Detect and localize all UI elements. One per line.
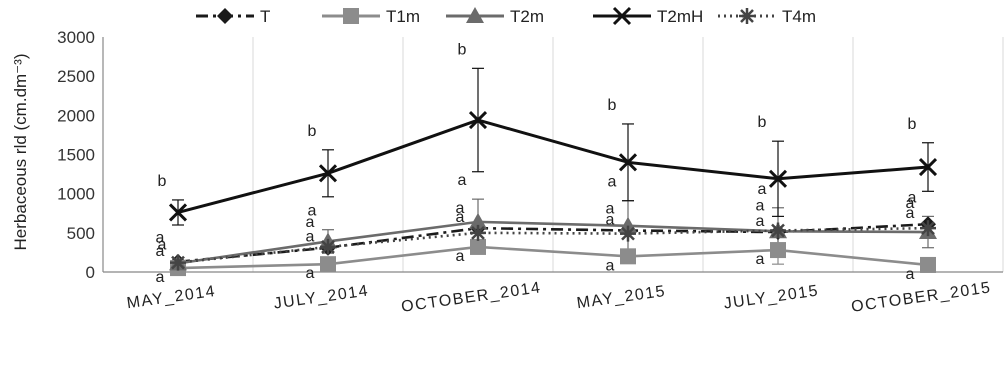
significance-label: a — [156, 243, 165, 260]
marker-square — [470, 238, 486, 255]
significance-label: a — [306, 229, 315, 246]
y-axis-label: Herbaceous rld (cm.dm⁻³) — [11, 54, 30, 251]
significance-label: b — [158, 173, 167, 190]
y-tick-label: 1500 — [57, 146, 95, 165]
y-tick-label: 0 — [86, 263, 95, 282]
significance-label: a — [306, 214, 315, 231]
series-markers — [168, 110, 938, 277]
significance-label: a — [156, 230, 165, 247]
significance-label: a — [456, 248, 465, 265]
x-tick-labels: MAY_2014 JULY_2014 OCTOBER_2014 MAY_2015 JUL… — [126, 279, 993, 316]
marker-star — [320, 238, 336, 255]
significance-label: a — [756, 213, 765, 230]
significance-label: a — [606, 257, 615, 274]
marker-square — [320, 256, 336, 273]
marker-square — [620, 248, 636, 265]
significance-label: a — [608, 174, 617, 191]
marker-star — [470, 224, 486, 241]
series-line — [177, 220, 929, 265]
y-tick-label: 1000 — [57, 185, 95, 204]
significance-label: a — [908, 189, 917, 206]
significance-label: a — [756, 197, 765, 214]
significance-label: b — [608, 97, 617, 114]
significance-label: a — [458, 172, 467, 189]
marker-square — [920, 256, 936, 273]
marker-x — [918, 157, 938, 177]
marker-x — [468, 110, 488, 130]
significance-label: b — [458, 41, 467, 58]
x-tick-label: MAY_2015 — [576, 283, 667, 312]
significance-label: a — [158, 236, 167, 253]
marker-star — [770, 222, 786, 239]
series-line — [177, 118, 929, 214]
significance-label: a — [156, 269, 165, 286]
legend: T T1m T2m T2mH T4m — [196, 6, 816, 26]
marker-star — [739, 8, 755, 24]
series-line — [177, 245, 929, 270]
marker-triangle — [466, 7, 484, 23]
significance-label: a — [606, 211, 615, 228]
x-tick-label: OCTOBER_2014 — [400, 279, 542, 316]
significance-label: a — [606, 201, 615, 218]
significance-label: a — [456, 209, 465, 226]
legend-label: T4m — [782, 7, 816, 26]
marker-star — [920, 220, 936, 237]
series-lines — [177, 118, 929, 270]
marker-star — [620, 225, 636, 242]
legend-label: T2m — [510, 7, 544, 26]
x-tick-label: OCTOBER_2015 — [850, 279, 992, 316]
significance-label: a — [308, 203, 317, 220]
y-tick-label: 2000 — [57, 106, 95, 125]
x-tick-label: JULY_2014 — [273, 282, 370, 312]
legend-label: T2mH — [657, 7, 703, 26]
legend-label: T1m — [386, 7, 420, 26]
marker-triangle — [469, 212, 487, 229]
y-tick-label: 500 — [67, 224, 95, 243]
significance-label: a — [758, 181, 767, 198]
significance-label: b — [908, 116, 917, 133]
legend-label: T — [260, 7, 270, 26]
marker-square — [770, 242, 786, 259]
significance-label: a — [906, 205, 915, 222]
y-tick-label: 3000 — [57, 28, 95, 47]
marker-x — [168, 203, 188, 222]
marker-x — [612, 6, 632, 26]
marker-x — [618, 153, 638, 172]
x-tick-label: JULY_2015 — [723, 282, 820, 312]
significance-label: a — [756, 251, 765, 268]
y-tick-label: 2500 — [57, 67, 95, 86]
y-tick-labels: 0 500 1000 1500 2000 2500 3000 — [57, 28, 95, 282]
axes — [102, 37, 1003, 273]
x-tick-label: MAY_2014 — [126, 283, 217, 312]
marker-diamond — [217, 8, 233, 24]
grid-lines — [102, 37, 1004, 272]
significance-label: b — [308, 123, 317, 140]
marker-x — [768, 169, 788, 188]
significance-label: a — [906, 266, 915, 283]
significance-label: a — [306, 265, 315, 282]
significance-label: a — [906, 195, 915, 212]
marker-square — [343, 8, 359, 24]
significance-label: b — [758, 114, 767, 131]
marker-star — [170, 254, 186, 271]
significance-label: a — [456, 200, 465, 217]
marker-x — [318, 164, 338, 183]
